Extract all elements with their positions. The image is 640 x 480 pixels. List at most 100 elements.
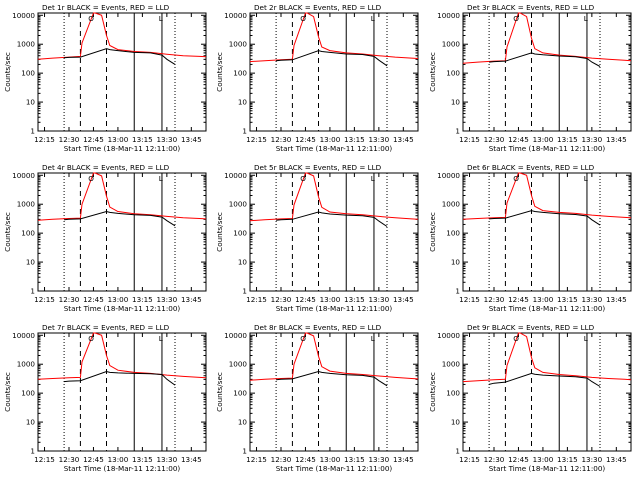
panel-title: Det 7r BLACK = Events, RED = LLD	[42, 323, 170, 332]
annotation-o: O	[84, 14, 95, 23]
y-axis-label: Counts/sec	[215, 372, 224, 412]
x-tick-label: 13:00	[533, 135, 554, 144]
x-tick-label: 13:00	[320, 135, 341, 144]
series-line-lld	[249, 172, 419, 222]
series-line-lld	[37, 172, 207, 221]
chart-panel-4: 12:15 12:30 12:45 13:00 13:15 13:30 13:45 1 10 10…	[3, 163, 207, 313]
annotation-o: O	[296, 14, 307, 23]
y-tick-label: 1	[242, 447, 247, 456]
annotation-o: O	[509, 174, 520, 183]
plot-frame	[37, 12, 207, 132]
x-tick-label: 12:45	[83, 295, 104, 304]
series-line-events	[64, 48, 176, 65]
x-tick-label: 13:00	[533, 455, 554, 464]
x-axis-label: Start Time (18-Mar-11 12:11:00)	[64, 304, 181, 313]
chart-panel-2: 12:15 12:30 12:45 13:00 13:15 13:30 13:45 1 10 10…	[215, 3, 419, 153]
x-tick-label: 12:45	[295, 135, 316, 144]
plot-frame	[249, 12, 419, 132]
y-tick-label: 1000	[229, 40, 248, 49]
chart-panel-1: 12:15 12:30 12:45 13:00 13:15 13:30 13:45 1 10 10…	[3, 3, 207, 153]
x-tick-label: 12:30	[484, 295, 505, 304]
y-tick-label: 1	[30, 447, 35, 456]
panel-title: Det 5r BLACK = Events, RED = LLD	[254, 163, 382, 172]
series-line-events	[276, 50, 388, 67]
annotation-l: L	[371, 174, 375, 183]
panel-title: Det 2r BLACK = Events, RED = LLD	[254, 3, 382, 12]
series-line-events	[276, 211, 388, 227]
y-tick-label: 10	[26, 418, 36, 427]
x-tick-label: 12:30	[484, 135, 505, 144]
series-line-events	[488, 372, 601, 387]
y-tick-label: 1000	[442, 200, 461, 209]
series-line-events	[276, 370, 388, 387]
x-tick-label: 12:45	[83, 455, 104, 464]
y-tick-label: 10	[26, 98, 36, 107]
x-tick-label: 13:00	[533, 295, 554, 304]
annotation-l: L	[584, 334, 588, 343]
x-tick-label: 13:30	[156, 295, 177, 304]
x-axis-label: Start Time (18-Mar-11 12:11:00)	[276, 144, 393, 153]
plot-frame	[249, 172, 419, 292]
x-tick-label: 12:15	[34, 295, 55, 304]
panel-title: Det 6r BLACK = Events, RED = LLD	[467, 163, 595, 172]
x-tick-label: 12:30	[59, 455, 80, 464]
series-line-lld	[462, 12, 632, 64]
x-tick-label: 13:15	[344, 295, 365, 304]
x-tick-label: 13:30	[368, 295, 389, 304]
x-tick-label: 13:15	[344, 455, 365, 464]
x-tick-label: 12:45	[508, 295, 529, 304]
panel-title: Det 3r BLACK = Events, RED = LLD	[467, 3, 595, 12]
y-tick-label: 10	[451, 258, 461, 267]
y-tick-label: 1	[242, 287, 247, 296]
y-tick-label: 10000	[224, 331, 247, 340]
x-tick-label: 12:30	[59, 295, 80, 304]
y-tick-label: 1000	[229, 200, 248, 209]
chart-panel-8: 12:15 12:30 12:45 13:00 13:15 13:30 13:45 1 10 10…	[215, 323, 419, 473]
plot-frame	[249, 332, 419, 452]
series-line-events	[64, 370, 176, 386]
x-tick-label: 12:45	[508, 455, 529, 464]
series-line-lld	[37, 12, 207, 60]
x-tick-label: 13:00	[108, 135, 129, 144]
x-tick-label: 13:45	[393, 135, 414, 144]
x-axis-label: Start Time (18-Mar-11 12:11:00)	[489, 144, 606, 153]
y-tick-label: 10	[451, 418, 461, 427]
x-tick-label: 12:15	[34, 455, 55, 464]
panel-title: Det 8r BLACK = Events, RED = LLD	[254, 323, 382, 332]
x-tick-label: 12:30	[271, 455, 292, 464]
x-tick-label: 13:30	[156, 455, 177, 464]
annotation-l: L	[371, 334, 375, 343]
annotation-l: L	[584, 174, 588, 183]
x-tick-label: 13:30	[581, 135, 602, 144]
y-tick-label: 100	[446, 229, 460, 238]
y-tick-label: 100	[446, 389, 460, 398]
plot-frame	[37, 172, 207, 292]
series-line-lld	[37, 332, 207, 380]
chart-panel-3: 12:15 12:30 12:45 13:00 13:15 13:30 13:45 1 10 10…	[428, 3, 632, 153]
x-tick-label: 13:45	[181, 135, 202, 144]
annotation-l: L	[159, 174, 163, 183]
y-tick-label: 10	[238, 98, 248, 107]
y-axis-label: Counts/sec	[428, 52, 437, 92]
x-tick-label: 13:15	[132, 295, 153, 304]
y-axis-label: Counts/sec	[428, 212, 437, 252]
y-tick-label: 10	[26, 258, 36, 267]
chart-panel-6: 12:15 12:30 12:45 13:00 13:15 13:30 13:45 1 10 10…	[428, 163, 632, 313]
x-tick-label: 12:45	[83, 135, 104, 144]
y-tick-label: 10000	[12, 331, 35, 340]
x-tick-label: 13:00	[108, 455, 129, 464]
series-line-lld	[249, 12, 419, 63]
y-axis-label: Counts/sec	[428, 372, 437, 412]
x-tick-label: 12:15	[459, 455, 480, 464]
x-tick-label: 12:15	[459, 295, 480, 304]
x-tick-label: 12:15	[246, 455, 267, 464]
annotation-l: L	[159, 334, 163, 343]
plot-frame	[462, 332, 632, 452]
plot-frame	[462, 172, 632, 292]
series-line-lld	[462, 172, 632, 220]
annotation-o: O	[84, 174, 95, 183]
x-tick-label: 13:45	[181, 295, 202, 304]
series-line-events	[489, 52, 601, 67]
x-tick-label: 12:30	[484, 455, 505, 464]
